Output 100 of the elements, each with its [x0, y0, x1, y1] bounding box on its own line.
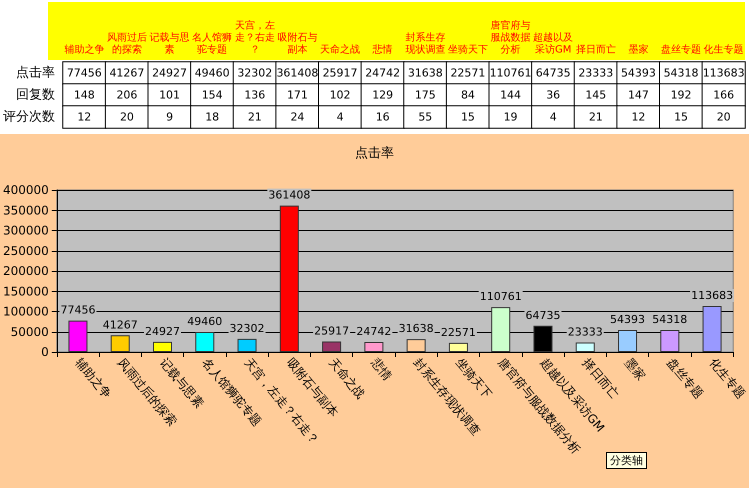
data-label: 24927	[144, 324, 180, 338]
data-label: 25917	[322, 66, 358, 80]
data-label: 361408	[268, 188, 310, 202]
x-tick-label: 记载与思素	[150, 32, 190, 56]
x-tick-label: 唐官府与服战数据分析	[490, 20, 531, 56]
data-label: 49460	[194, 66, 230, 80]
bar	[448, 342, 468, 352]
data-label: 24927	[152, 66, 188, 80]
data-label: 41267	[109, 66, 144, 80]
data-label: 15	[460, 110, 475, 124]
data-label: 41267	[102, 318, 138, 332]
data-label: 4	[336, 110, 344, 124]
x-tick-label: 名人馆狮驼专题	[192, 32, 232, 56]
bar	[406, 339, 426, 352]
data-label: 110761	[490, 66, 532, 80]
x-tick-label: 超越以及采访GM	[533, 32, 574, 56]
x-tick-label: 盘丝专题	[661, 44, 702, 56]
data-label: 20	[120, 110, 134, 124]
chart-title: 点击率	[355, 145, 394, 161]
data-label: 77456	[66, 66, 102, 80]
data-label: 102	[330, 88, 351, 102]
data-label: 4	[550, 110, 557, 124]
x-tick-label: 盘丝专题	[664, 356, 706, 402]
data-label: 101	[159, 88, 180, 102]
x-tick-label: 吸附石与副本	[277, 32, 318, 56]
bar	[280, 206, 299, 352]
data-label: 9	[166, 110, 174, 124]
data-label: 32302	[230, 322, 265, 335]
bar	[702, 306, 722, 352]
y-tick-label: 点击率	[16, 64, 55, 80]
data-label: 113683	[702, 66, 745, 80]
bar	[110, 335, 130, 352]
y-tick-label: 50000	[10, 324, 49, 339]
data-label: 192	[670, 88, 692, 102]
data-label: 12	[631, 110, 646, 124]
data-label: 15	[674, 110, 688, 124]
data-label: 54318	[664, 66, 699, 80]
x-tick-label: 悲情	[368, 354, 395, 383]
bar	[238, 338, 257, 352]
x-tick-label: 化生专题	[704, 44, 744, 56]
data-label: 36	[546, 88, 560, 102]
bar	[364, 342, 384, 352]
x-tick-label: 天宫，左走？右走？	[234, 20, 275, 56]
y-tick-label: 100000	[2, 304, 49, 318]
data-label: 21	[248, 110, 262, 124]
data-label: 22571	[440, 326, 476, 339]
y-tick-label: 回复数	[16, 88, 55, 102]
data-label: 55	[418, 110, 432, 124]
x-tick-label: 墨家	[628, 44, 648, 56]
x-tick-label: 封系生存现状调查	[405, 32, 446, 56]
data-label: 77456	[60, 304, 96, 317]
data-label: 110761	[480, 290, 522, 304]
data-label: 24	[290, 110, 304, 124]
data-label: 54393	[620, 66, 656, 80]
data-label: 12	[77, 110, 92, 124]
x-tick-label: 择日而亡	[576, 44, 616, 56]
data-label: 49460	[187, 314, 222, 328]
data-label: 18	[205, 110, 220, 124]
data-label: 144	[500, 88, 522, 102]
data-label: 31638	[398, 322, 434, 336]
y-tick-label: 评分次数	[3, 110, 55, 124]
data-label: 23333	[578, 66, 614, 80]
data-label: 24742	[365, 66, 400, 80]
y-tick-label: 150000	[2, 284, 49, 298]
data-label: 64735	[525, 308, 560, 322]
x-tick-label: 风雨过后的探索	[106, 32, 147, 56]
data-label: 54318	[652, 313, 688, 326]
x-tick-label: 化生专题	[706, 356, 748, 402]
data-label: 148	[74, 88, 95, 102]
data-label: 16	[376, 110, 390, 124]
data-label: 113683	[691, 288, 734, 302]
data-label: 206	[116, 88, 138, 102]
y-tick-label: 0	[41, 345, 49, 359]
data-label: 175	[414, 88, 436, 102]
x-tick-label: 天命之战	[320, 44, 360, 56]
data-label: 22571	[450, 66, 486, 80]
bar	[322, 342, 342, 352]
data-label: 145	[585, 88, 606, 102]
data-label: 23333	[568, 326, 603, 339]
bar	[618, 330, 638, 352]
y-tick-label: 250000	[2, 244, 49, 258]
data-label: 84	[460, 88, 475, 102]
data-label: 147	[628, 88, 649, 102]
data-label: 21	[588, 110, 603, 124]
y-tick-label: 300000	[2, 224, 49, 238]
bar	[68, 320, 88, 352]
x-tick-label: 辅助之争	[72, 356, 114, 402]
data-label: 54393	[610, 312, 646, 326]
data-label: 25917	[314, 324, 350, 338]
x-tick-label: 悲情	[372, 44, 393, 56]
data-label: 32302	[237, 66, 272, 80]
data-label: 154	[202, 88, 223, 102]
data-label: 166	[713, 88, 734, 102]
data-label: 361408	[276, 66, 318, 80]
bar	[660, 330, 680, 352]
data-label: 24742	[356, 324, 392, 338]
bar	[195, 332, 214, 352]
bar	[576, 342, 595, 352]
bar	[491, 307, 510, 352]
y-tick-label: 350000	[2, 203, 49, 218]
